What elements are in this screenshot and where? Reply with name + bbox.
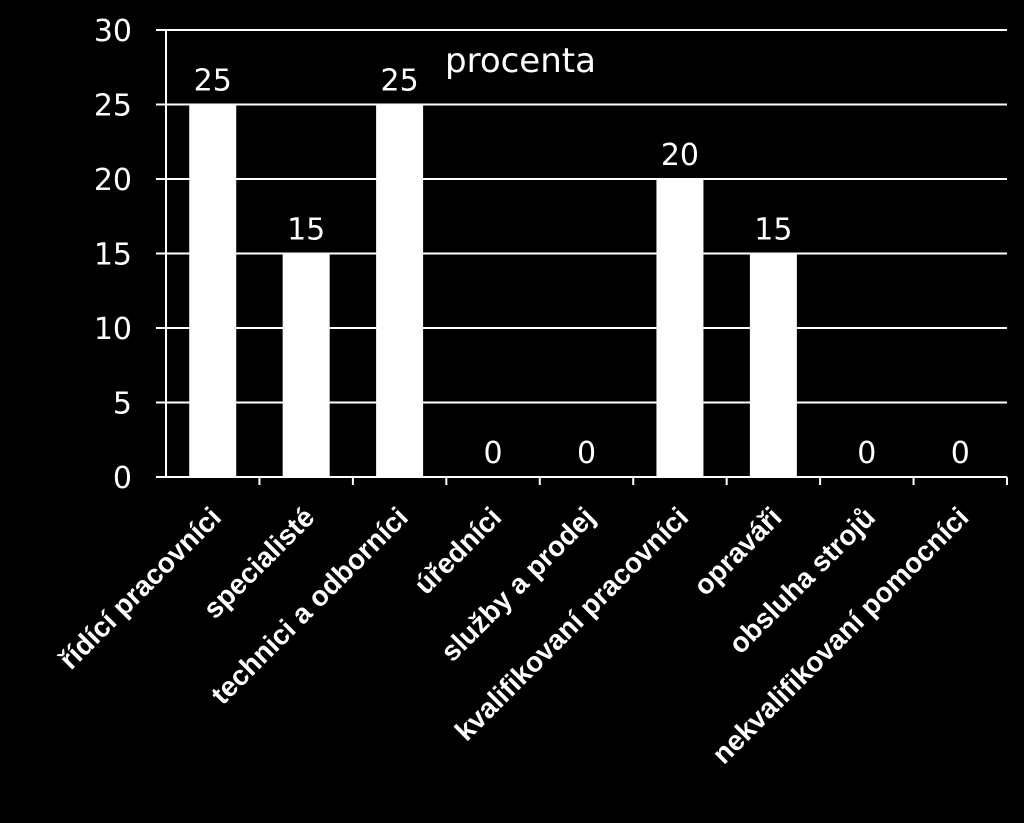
bar [749, 253, 797, 477]
data-label: 15 [287, 213, 325, 248]
y-tick-label: 25 [94, 89, 132, 124]
legend-series-name: procenta [445, 41, 596, 81]
data-label: 20 [661, 138, 699, 173]
data-label: 15 [754, 213, 792, 248]
bars [189, 104, 797, 477]
bar [656, 179, 704, 477]
y-axis: 0 5 10 15 20 25 30 [94, 14, 167, 496]
data-label: 0 [484, 436, 503, 471]
bar [189, 104, 237, 477]
bar [376, 104, 424, 477]
y-tick-label: 15 [94, 238, 132, 273]
data-label: 25 [381, 64, 419, 99]
data-label: 0 [951, 436, 970, 471]
data-label: 0 [857, 436, 876, 471]
y-tick-label: 0 [113, 461, 132, 496]
y-tick-label: 20 [94, 163, 132, 198]
data-labels: 25 15 25 0 0 20 15 0 0 [194, 64, 970, 472]
bar [282, 253, 330, 477]
data-label: 25 [194, 64, 232, 99]
data-label: 0 [577, 436, 596, 471]
y-tick-label: 5 [113, 387, 132, 422]
y-tick-label: 30 [94, 14, 132, 49]
y-tick-label: 10 [94, 312, 132, 347]
